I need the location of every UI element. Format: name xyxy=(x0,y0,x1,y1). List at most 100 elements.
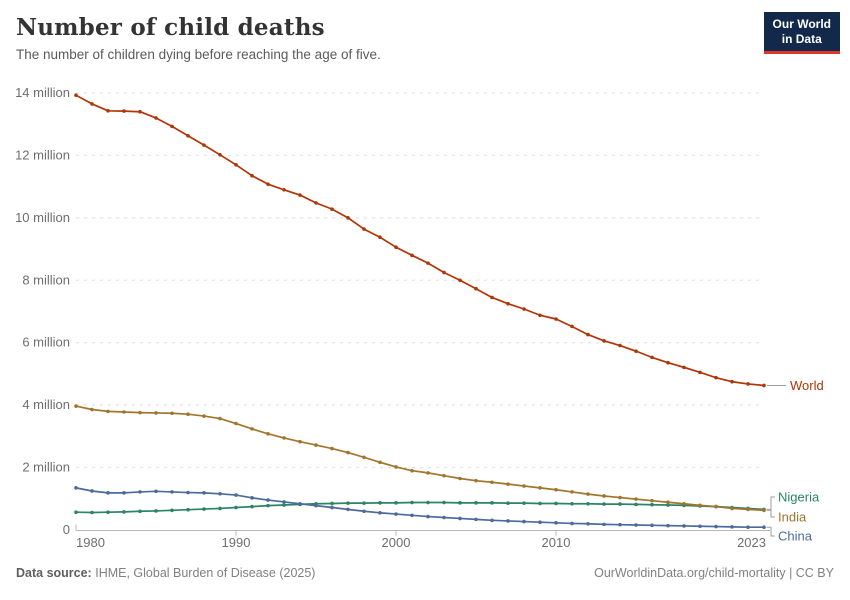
owid-logo[interactable]: Our World in Data xyxy=(763,12,840,54)
y-tick-label: 8 million xyxy=(22,272,70,287)
series-point-china xyxy=(586,521,590,526)
series-label-india[interactable]: India xyxy=(778,510,807,525)
series-point-nigeria xyxy=(234,505,238,510)
series-point-nigeria xyxy=(74,510,78,515)
series-point-india xyxy=(762,508,766,513)
series-point-china xyxy=(154,489,158,494)
series-point-nigeria xyxy=(250,504,254,509)
y-tick-label: 6 million xyxy=(22,335,70,350)
series-point-nigeria xyxy=(378,501,382,505)
series-point-china xyxy=(650,523,654,528)
series-point-india xyxy=(378,460,382,465)
series-point-india xyxy=(490,480,494,485)
series-point-india xyxy=(554,487,558,492)
series-point-world xyxy=(570,324,574,329)
series-point-china xyxy=(474,517,478,522)
series-label-nigeria[interactable]: Nigeria xyxy=(778,490,820,505)
series-label-world[interactable]: World xyxy=(790,378,824,393)
series-point-nigeria xyxy=(442,500,446,505)
series-point-china xyxy=(762,525,766,529)
series-point-nigeria xyxy=(650,502,654,507)
chart-footer: Data source: IHME, Global Burden of Dise… xyxy=(16,566,834,580)
series-point-world xyxy=(554,317,558,321)
series-point-world xyxy=(442,270,446,275)
series-point-india xyxy=(298,439,302,444)
series-point-india xyxy=(186,412,190,416)
series-point-china xyxy=(618,522,622,527)
series-point-india xyxy=(538,486,542,490)
series-point-china xyxy=(554,521,558,525)
series-point-india xyxy=(442,473,446,478)
series-point-india xyxy=(122,410,126,414)
series-point-china xyxy=(218,491,222,496)
series-point-nigeria xyxy=(602,502,606,506)
series-point-china xyxy=(186,490,190,495)
series-point-world xyxy=(250,173,254,178)
series-point-china xyxy=(122,491,126,495)
series-point-world xyxy=(762,383,766,388)
series-point-china xyxy=(666,523,670,528)
series-point-india xyxy=(522,484,526,488)
series-label-china[interactable]: China xyxy=(778,529,813,544)
series-point-india xyxy=(426,471,430,475)
series-point-nigeria xyxy=(202,507,206,511)
x-tick-label: 2010 xyxy=(542,535,571,550)
series-point-china xyxy=(570,521,574,526)
owid-logo-line1: Our World xyxy=(772,17,831,31)
y-tick-label: 4 million xyxy=(22,397,70,412)
series-point-china xyxy=(714,524,718,529)
series-point-india xyxy=(474,478,478,483)
series-point-world xyxy=(730,379,734,384)
chart-title: Number of child deaths xyxy=(16,14,325,41)
series-point-india xyxy=(410,468,414,473)
series-point-china xyxy=(698,524,702,529)
series-point-world xyxy=(298,193,302,197)
series-point-nigeria xyxy=(538,501,542,506)
series-point-world xyxy=(170,124,174,129)
series-point-nigeria xyxy=(122,510,126,514)
series-point-india xyxy=(458,476,462,481)
series-point-india xyxy=(138,410,142,415)
x-tick-label: 2023 xyxy=(737,535,766,550)
series-line-world[interactable] xyxy=(75,94,765,387)
series-point-nigeria xyxy=(410,500,414,505)
series-line-india[interactable] xyxy=(75,405,765,512)
series-point-india xyxy=(346,450,350,455)
series-point-china xyxy=(282,500,286,504)
series-point-india xyxy=(394,465,398,469)
series-point-nigeria xyxy=(458,501,462,505)
series-line-china[interactable] xyxy=(75,487,764,529)
series-point-world xyxy=(634,349,638,353)
series-line-nigeria[interactable] xyxy=(75,501,765,514)
series-point-china xyxy=(106,491,110,495)
series-point-world xyxy=(714,375,718,380)
series-point-china xyxy=(346,507,350,512)
series-point-nigeria xyxy=(154,509,158,513)
series-point-india xyxy=(666,500,670,505)
series-point-china xyxy=(362,509,366,514)
series-point-world xyxy=(138,109,142,114)
credit-link[interactable]: OurWorldinData.org/child-mortality | CC … xyxy=(594,566,834,580)
label-connector-nigeria xyxy=(766,496,775,510)
series-point-nigeria xyxy=(106,510,110,515)
series-point-india xyxy=(74,404,78,408)
series-point-world xyxy=(74,93,78,97)
series-point-world xyxy=(410,253,414,258)
series-point-world xyxy=(458,278,462,283)
series-point-nigeria xyxy=(346,501,350,505)
series-point-china xyxy=(746,525,750,529)
series-point-nigeria xyxy=(394,501,398,505)
series-point-world xyxy=(362,227,366,231)
series-point-nigeria xyxy=(522,501,526,505)
series-point-india xyxy=(170,411,174,416)
series-point-nigeria xyxy=(474,501,478,505)
series-point-nigeria xyxy=(170,508,174,513)
series-point-india xyxy=(730,506,734,511)
series-point-india xyxy=(106,409,110,414)
series-point-india xyxy=(234,421,238,426)
series-point-world xyxy=(202,143,206,147)
series-point-china xyxy=(634,523,638,527)
series-point-nigeria xyxy=(186,507,190,512)
series-point-nigeria xyxy=(362,501,366,505)
